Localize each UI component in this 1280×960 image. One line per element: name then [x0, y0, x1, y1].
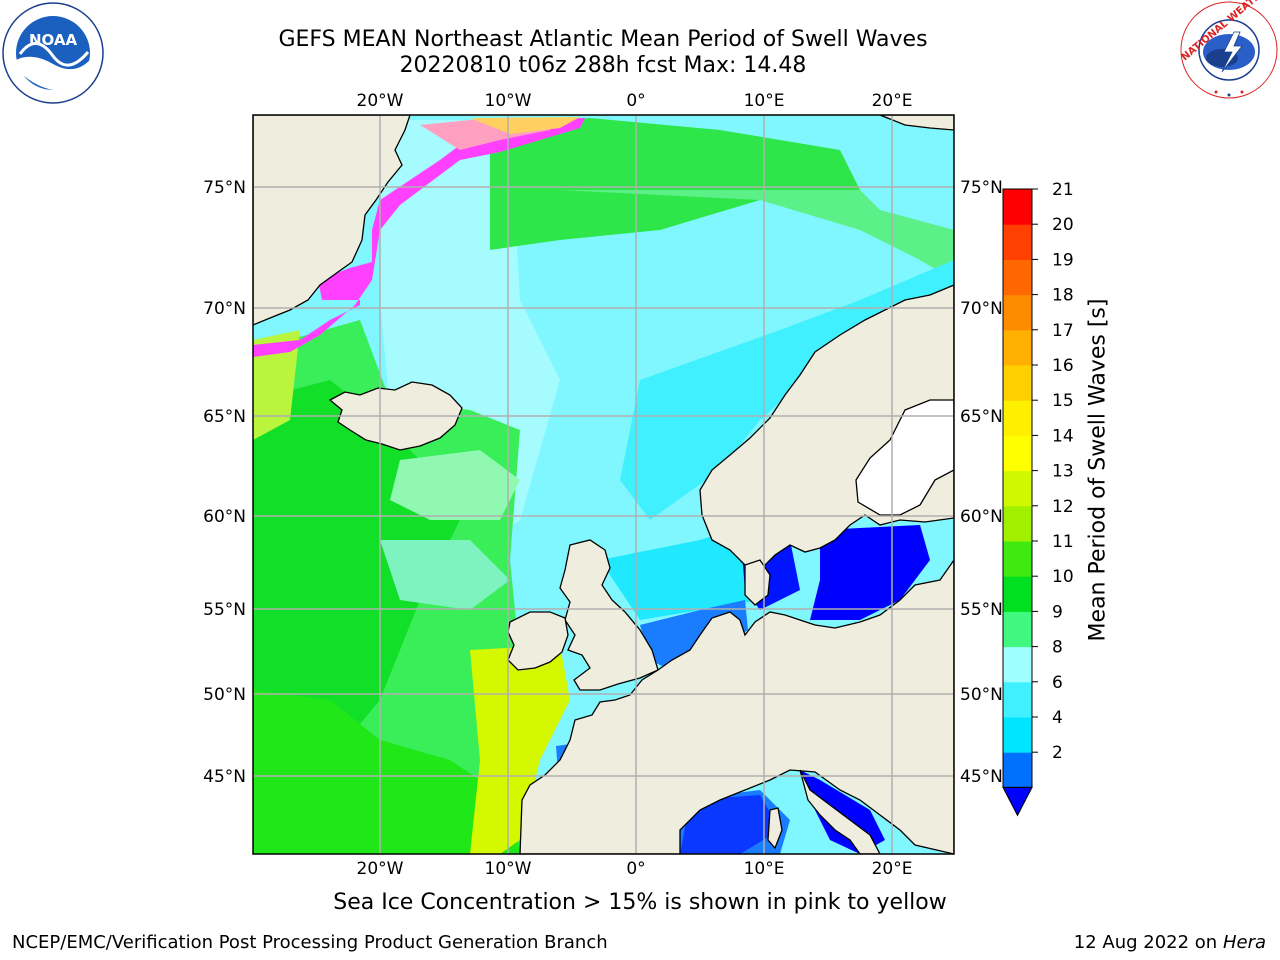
colorbar-tick-label: 18	[1052, 286, 1074, 306]
lat-tick: 55°N	[203, 600, 246, 620]
svalbard	[879, 115, 954, 131]
credit-line: NCEP/EMC/Verification Post Processing Pr…	[12, 932, 608, 953]
colorbar-segment	[1003, 189, 1032, 225]
colorbar-tick-label: 2	[1052, 743, 1063, 763]
nws-logo: NATIONAL WEATHER SERVICE	[1180, 0, 1280, 99]
colorbar-segment	[1003, 294, 1032, 331]
date-line: 12 Aug 2022 on Hera	[1074, 932, 1266, 953]
italy	[799, 769, 881, 854]
lat-tick: 60°N	[960, 507, 1003, 527]
colorbar-extend-arrow	[1002, 786, 1033, 817]
colorbar: 21 20 19 18 17 16 15 14 13 12 11 10 9 8 6 4 2	[1002, 180, 1074, 817]
colorbar-segment	[1003, 541, 1032, 577]
chart-subtitle: 20220810 t06z 288h fcst Max: 14.48	[399, 53, 807, 78]
swell-zone-baltic	[810, 525, 930, 620]
date-text: 12 Aug 2022 on	[1073, 932, 1218, 953]
colorbar-tick-label: 15	[1052, 391, 1074, 411]
chart-title: GEFS MEAN Northeast Atlantic Mean Period…	[278, 27, 928, 52]
lat-ticks-left: 75°N 70°N 65°N 60°N 55°N 50°N 45°N	[203, 178, 246, 787]
colorbar-tick-label: 20	[1052, 215, 1074, 235]
lon-tick: 20°E	[872, 91, 913, 111]
colorbar-segment	[1003, 717, 1032, 753]
colorbar-tick-label: 12	[1052, 497, 1074, 517]
lat-tick: 70°N	[203, 299, 246, 319]
colorbar-segment	[1003, 329, 1032, 366]
lat-tick: 55°N	[960, 600, 1003, 620]
swell-zone-yellowgreen-west	[253, 330, 300, 440]
swell-zone-green-north-2	[560, 190, 954, 280]
colorbar-tick-label: 4	[1052, 708, 1063, 728]
lon-tick: 20°W	[357, 91, 404, 111]
colorbar-segment	[1003, 435, 1032, 472]
colorbar-segment	[1003, 681, 1032, 718]
lat-tick: 45°N	[960, 767, 1003, 787]
lon-tick: 10°W	[485, 91, 532, 111]
colorbar-label: Mean Period of Swell Waves [s]	[1085, 298, 1111, 642]
swell-zone-green-north	[490, 118, 860, 250]
colorbar-segment	[1003, 646, 1032, 683]
colorbar-tick-label: 17	[1052, 321, 1074, 341]
lon-tick: 10°W	[485, 859, 532, 879]
machine-name: Hera	[1222, 932, 1266, 953]
bothnia-no-data	[855, 399, 954, 516]
swell-zone-patch-2	[380, 540, 510, 610]
colorbar-tick-label: 10	[1052, 567, 1074, 587]
lon-tick: 20°W	[357, 859, 404, 879]
colorbar-segment	[1003, 400, 1032, 436]
greenland	[253, 115, 411, 326]
lat-ticks-right: 75°N 70°N 65°N 60°N 55°N 50°N 45°N	[960, 178, 1003, 787]
colorbar-tick-label: 8	[1052, 638, 1063, 658]
lon-ticks-top: 20°W 10°W 0° 10°E 20°E	[357, 91, 913, 111]
lat-tick: 75°N	[203, 178, 246, 198]
sea-ice-band	[253, 118, 585, 357]
lon-tick: 0°	[626, 859, 645, 879]
lat-tick: 70°N	[960, 299, 1003, 319]
colorbar-segment	[1003, 505, 1032, 542]
noaa-logo-text: NOAA	[29, 31, 78, 49]
lon-ticks-bottom: 20°W 10°W 0° 10°E 20°E	[357, 859, 913, 879]
lat-tick: 60°N	[203, 507, 246, 527]
lat-tick: 50°N	[960, 685, 1003, 705]
lon-tick: 0°	[626, 91, 645, 111]
colorbar-tick-label: 14	[1052, 426, 1074, 446]
map-frame	[252, 114, 955, 855]
swell-zone-patch-1	[390, 450, 520, 520]
colorbar-tick-label: 13	[1052, 462, 1074, 482]
lat-tick: 65°N	[960, 407, 1003, 427]
colorbar-segment	[1003, 611, 1032, 648]
lat-tick: 45°N	[203, 767, 246, 787]
sea-ice-thick	[470, 117, 580, 134]
colorbar-segment	[1003, 259, 1032, 296]
swell-zone-green-south	[253, 690, 520, 854]
colorbar-tick-label: 6	[1052, 673, 1063, 693]
swell-zone-yellow	[470, 645, 570, 854]
colorbar-tick-label: 11	[1052, 532, 1074, 552]
colorbar-segment	[1003, 470, 1032, 507]
colorbar-segment	[1003, 224, 1032, 260]
colorbar-segment	[1003, 752, 1032, 788]
lon-tick: 10°E	[744, 91, 785, 111]
continental-europe	[519, 558, 954, 854]
colorbar-segment	[1003, 365, 1032, 401]
colorbar-segment	[1003, 576, 1032, 612]
colorbar-tick-label: 9	[1052, 602, 1063, 622]
lon-tick: 20°E	[872, 859, 913, 879]
great-britain	[559, 539, 659, 691]
colorbar-tick-label: 19	[1052, 250, 1074, 270]
colorbar-tick-label: 16	[1052, 356, 1074, 376]
ireland	[507, 611, 569, 671]
lat-tick: 75°N	[960, 178, 1003, 198]
colorbar-frame	[1002, 188, 1033, 788]
sea-ice-note: Sea Ice Concentration > 15% is shown in …	[333, 890, 947, 915]
graticule	[253, 115, 954, 854]
noaa-logo: NOAA	[2, 2, 104, 104]
swell-zone-blue-tyrrhenian	[680, 795, 780, 854]
sardinia	[767, 807, 783, 850]
lat-tick: 50°N	[203, 685, 246, 705]
lon-tick: 10°E	[744, 859, 785, 879]
colorbar-tick-label: 21	[1052, 180, 1074, 200]
map-panel	[253, 115, 954, 854]
lat-tick: 65°N	[203, 407, 246, 427]
